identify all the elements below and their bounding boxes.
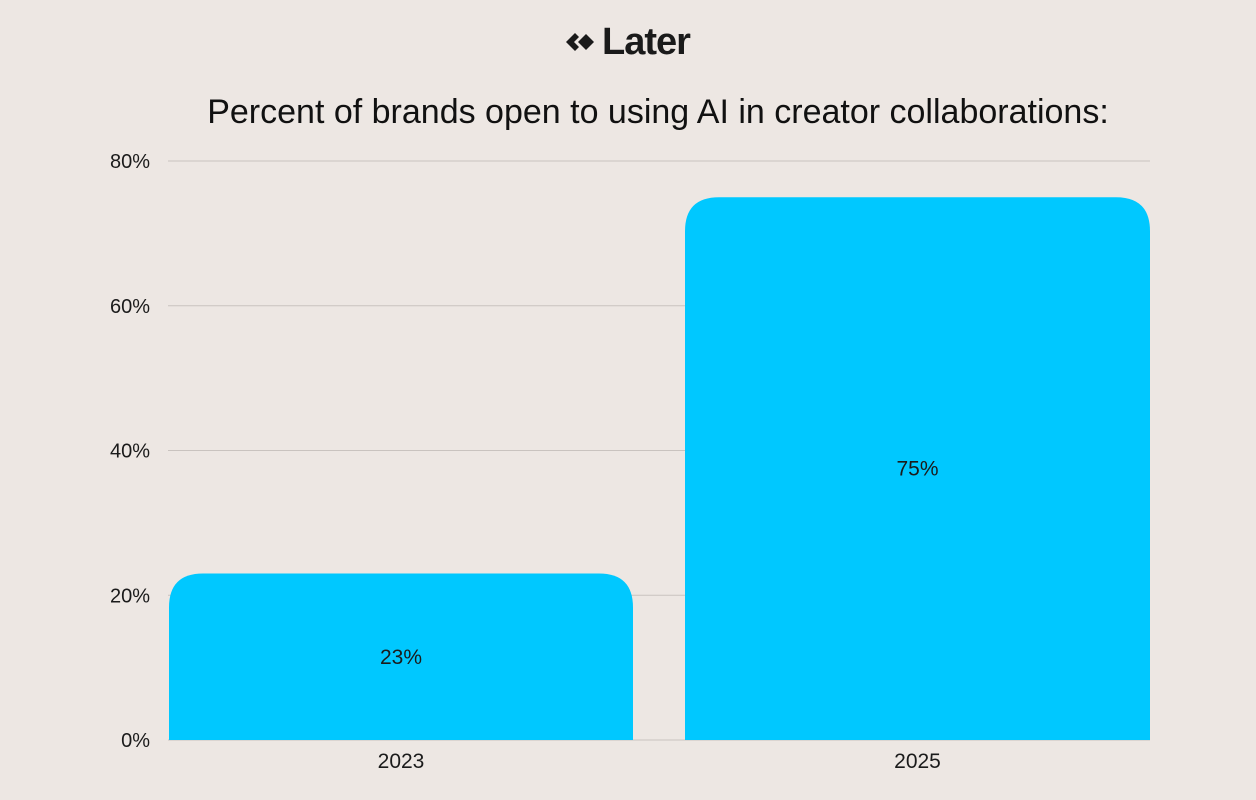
bar-labels: 23% 75% xyxy=(380,458,939,669)
chart-title: Percent of brands open to using AI in cr… xyxy=(207,93,1109,131)
brand-logo: Later xyxy=(0,20,1256,64)
x-category-label: 2023 xyxy=(378,750,425,773)
y-axis-ticks: 0% 20% 40% 60% 80% xyxy=(110,151,150,752)
y-tick-label: 80% xyxy=(110,151,150,173)
y-tick-label: 0% xyxy=(121,730,150,752)
x-category-label: 2025 xyxy=(894,750,941,773)
bar-2025 xyxy=(685,197,1150,740)
y-tick-label: 20% xyxy=(110,585,150,607)
brand-name: Later xyxy=(602,21,691,63)
bar-2023 xyxy=(169,573,633,740)
data-label-2025: 75% xyxy=(896,458,938,481)
later-diamond-icon xyxy=(566,33,595,51)
data-label-2023: 23% xyxy=(380,646,422,669)
x-axis-categories: 2023 2025 xyxy=(378,750,941,773)
y-tick-label: 60% xyxy=(110,296,150,318)
y-tick-label: 40% xyxy=(110,441,150,463)
bars xyxy=(169,197,1150,740)
